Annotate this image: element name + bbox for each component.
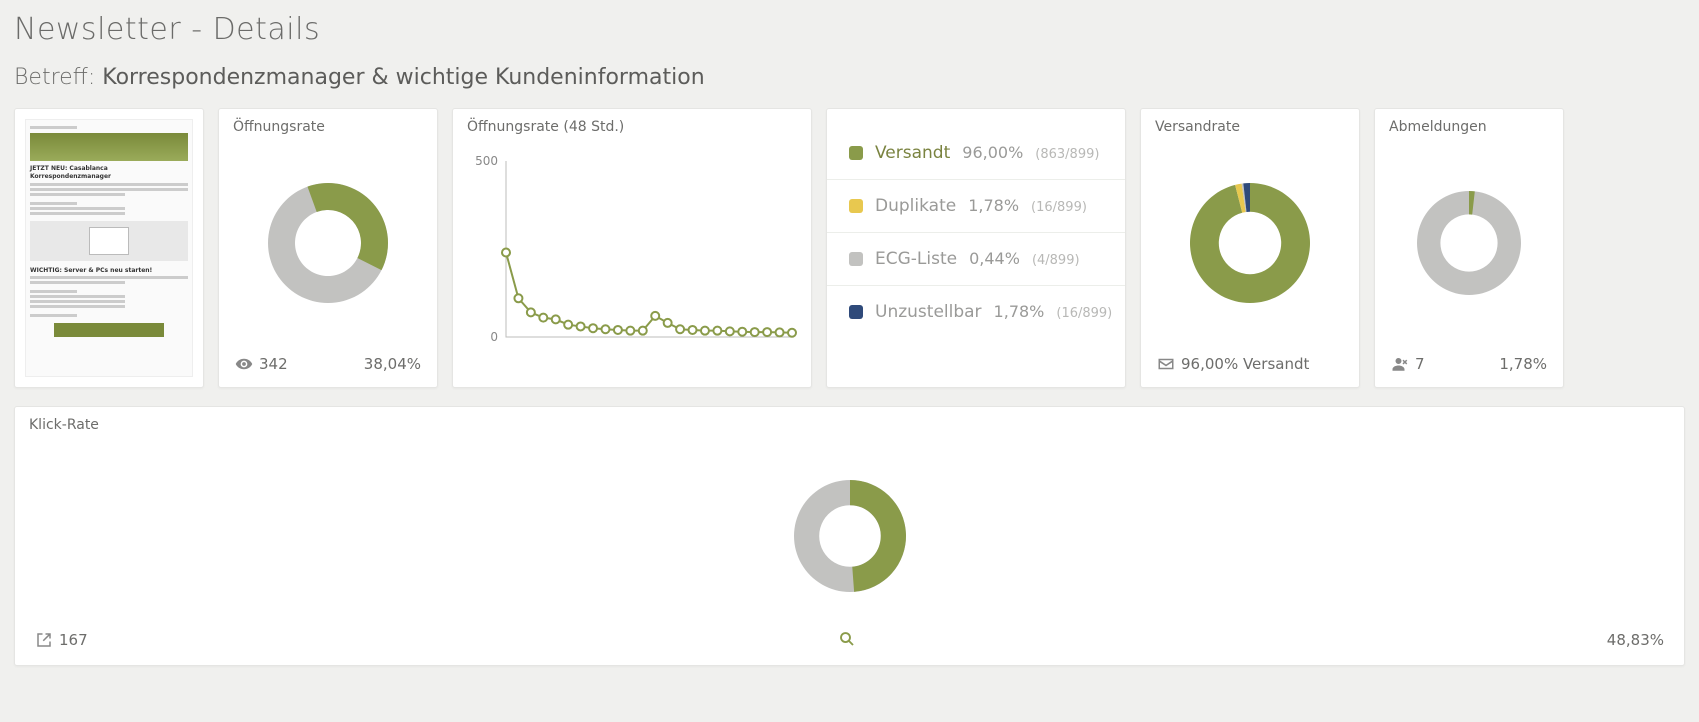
svg-text:0: 0 — [490, 330, 498, 344]
page-title: Newsletter - Details — [14, 12, 1685, 47]
legend-label: Versandt — [875, 143, 950, 163]
legend-swatch — [849, 305, 863, 319]
open-rate-title: Öffnungsrate — [219, 109, 437, 141]
click-rate-card: Klick-Rate 167 48,83% — [14, 406, 1685, 666]
click-rate-title: Klick-Rate — [15, 407, 1684, 439]
legend-pct: 1,78% — [994, 302, 1045, 321]
send-rate-title: Versandrate — [1141, 109, 1359, 141]
legend-pct: 0,44% — [969, 249, 1020, 268]
legend-swatch — [849, 146, 863, 160]
legend-count: (16/899) — [1031, 200, 1087, 215]
open-rate-donut — [253, 168, 403, 318]
external-link-icon — [35, 631, 53, 649]
newsletter-preview: JETZT NEU: Casablanca Korrespondenzmanag… — [25, 119, 193, 377]
legend-label: ECG-Liste — [875, 249, 957, 269]
click-rate-count: 167 — [35, 631, 88, 649]
unsub-title: Abmeldungen — [1375, 109, 1563, 141]
unsub-donut — [1404, 178, 1534, 308]
legend-swatch — [849, 252, 863, 266]
legend-pct: 96,00% — [962, 143, 1023, 162]
legend-pct: 1,78% — [968, 196, 1019, 215]
unsub-card: Abmeldungen 7 1,78% — [1374, 108, 1564, 388]
legend-count: (16/899) — [1056, 306, 1112, 321]
open-rate-48h-title: Öffnungsrate (48 Std.) — [453, 109, 811, 141]
open-rate-views: 342 — [235, 355, 288, 373]
cards-row-1: JETZT NEU: Casablanca Korrespondenzmanag… — [14, 108, 1685, 388]
send-rate-footer: 96,00% Versandt — [1157, 355, 1309, 373]
legend-label: Duplikate — [875, 196, 956, 216]
legend-item-ecg: ECG-Liste 0,44% (4/899) — [827, 233, 1125, 286]
click-rate-donut — [780, 466, 920, 606]
legend-item-unzustellbar: Unzustellbar 1,78% (16/899) — [827, 286, 1125, 338]
legend-label: Unzustellbar — [875, 302, 982, 322]
legend-count: (4/899) — [1032, 253, 1080, 268]
legend-item-duplikate: Duplikate 1,78% (16/899) — [827, 180, 1125, 233]
user-remove-icon — [1391, 355, 1409, 373]
click-rate-pct: 48,83% — [1607, 631, 1664, 649]
legend-swatch — [849, 199, 863, 213]
send-breakdown-card: Versandt 96,00% (863/899) Duplikate 1,78% (16… — [826, 108, 1126, 388]
send-rate-card: Versandrate 96,00% Versandt — [1140, 108, 1360, 388]
subject-label: Betreff: — [14, 65, 95, 90]
open-rate-pct: 38,04% — [364, 355, 421, 373]
open-rate-48h-chart: 0 500 — [462, 145, 802, 355]
search-icon[interactable] — [838, 630, 856, 648]
subject-text: Korrespondenzmanager & wichtige Kundenin… — [102, 65, 704, 90]
cards-row-2: Klick-Rate 167 48,83% — [14, 406, 1685, 666]
open-rate-48h-card: Öffnungsrate (48 Std.) 0 500 — [452, 108, 812, 388]
send-rate-donut — [1175, 168, 1325, 318]
unsub-count: 7 — [1391, 355, 1425, 373]
legend-count: (863/899) — [1035, 147, 1099, 162]
legend-item-versandt: Versandt 96,00% (863/899) — [827, 127, 1125, 180]
unsub-pct: 1,78% — [1499, 355, 1547, 373]
eye-icon — [235, 355, 253, 373]
svg-text:500: 500 — [475, 154, 498, 168]
subject-line: Betreff: Korrespondenzmanager & wichtige… — [14, 65, 1685, 90]
newsletter-preview-card[interactable]: JETZT NEU: Casablanca Korrespondenzmanag… — [14, 108, 204, 388]
open-rate-card: Öffnungsrate 342 38,04% — [218, 108, 438, 388]
envelope-icon — [1157, 355, 1175, 373]
